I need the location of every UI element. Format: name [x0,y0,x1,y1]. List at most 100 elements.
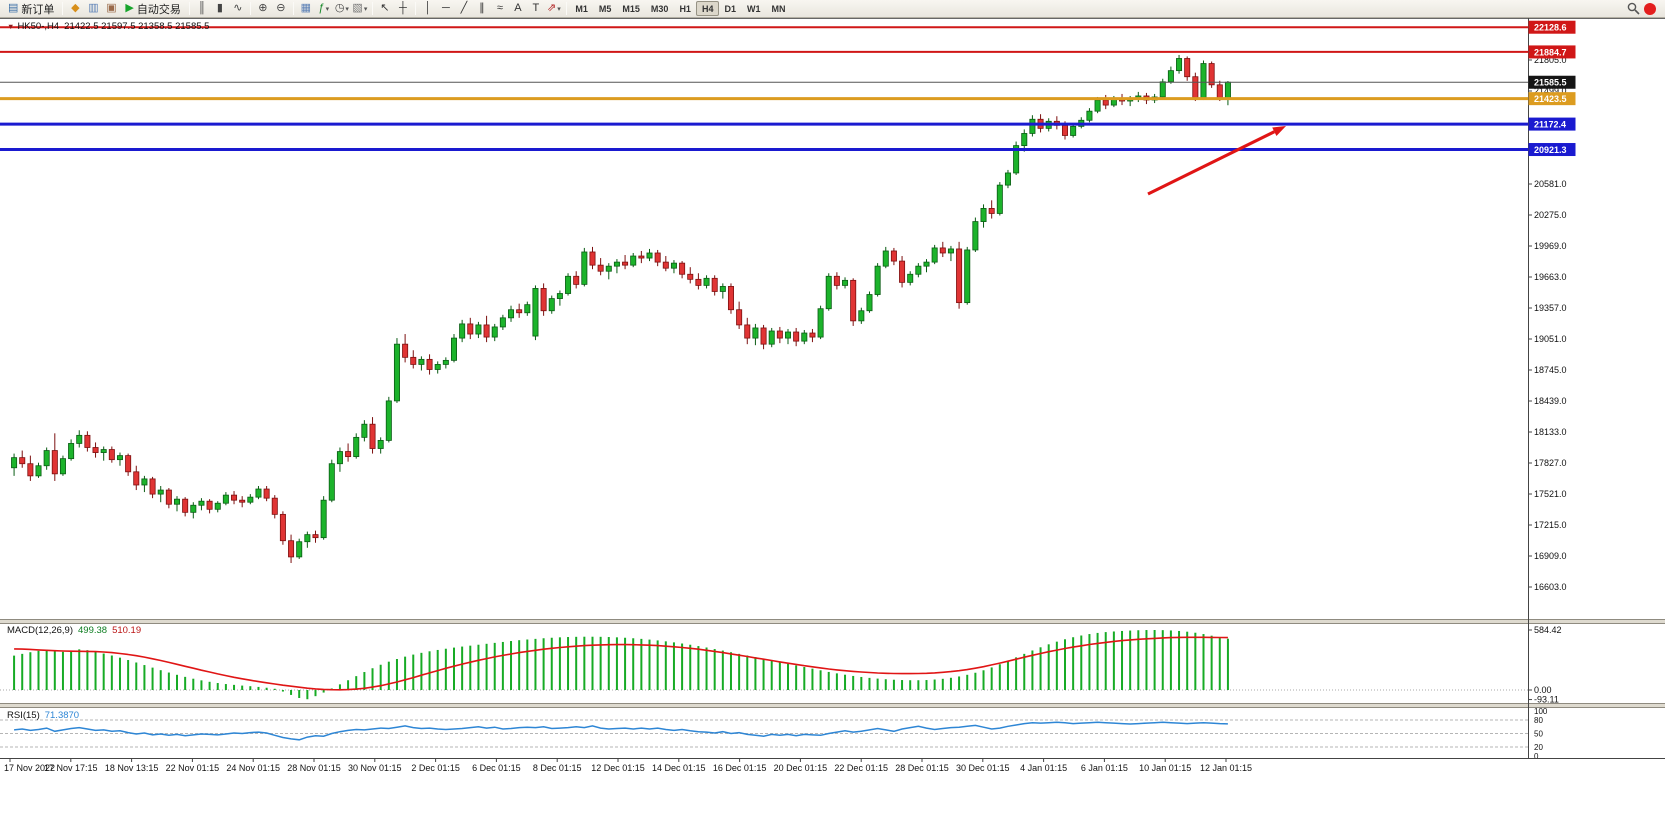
clock-icon: ◷ [334,2,345,14]
dropdown-arrow-icon: ▾ [325,5,330,13]
crosshair-icon: ┼ [398,2,407,14]
date-tick-label: 17 Nov 17:15 [44,763,98,773]
toolbar-separator [188,2,190,15]
price-label-text: 21423.5 [1534,94,1567,104]
rsi-scale-label: 20 [1534,743,1543,752]
timeframe-mn-button[interactable]: MN [766,1,791,16]
timeframe-h1-button[interactable]: H1 [674,1,697,16]
timeframe-h4-button[interactable]: H4 [696,1,719,16]
new-order-button[interactable]: ▤ 新订单 [3,1,59,17]
date-tick-label: 18 Nov 13:15 [105,763,159,773]
timeframe-m30-button[interactable]: M30 [645,1,674,16]
price-tick-label: 20581.0 [1534,179,1567,189]
price-tick-label: 20275.0 [1534,210,1567,220]
cursor-button[interactable]: ↖ [376,1,394,17]
date-tick-label: 8 Dec 01:15 [533,763,582,773]
templates-button[interactable]: ▧ ▾ [351,1,369,17]
rsi-scale-label: 0 [1534,752,1539,761]
date-tick-label: 28 Dec 01:15 [895,763,949,773]
date-tick-label: 28 Nov 01:15 [287,763,341,773]
toolbar-separator [62,2,64,15]
date-tick-label: 22 Dec 01:15 [834,763,888,773]
zoom-in-button[interactable]: ⊕ [254,1,272,17]
trend-arrow[interactable] [1147,126,1286,196]
price-tick-label: 21499.0 [1534,86,1567,96]
price-tick-label: 19969.0 [1534,241,1567,251]
rsi-scale-label: 80 [1534,716,1543,725]
periods-button[interactable]: ◷ ▾ [333,1,351,17]
dropdown-arrow-icon: ▾ [557,5,561,13]
trendline-button[interactable]: ╱ [455,1,473,17]
candlestick-chart-button[interactable]: ▮ [211,1,229,17]
templates-icon: ▧ [352,2,363,14]
equidistant-channel-icon: ∥ [479,2,485,14]
auto-trading-play-icon: ▶ [125,2,134,14]
auto-trading-button[interactable]: ▶ 自动交易 [120,1,185,17]
timeframe-m1-button[interactable]: M1 [570,1,594,16]
price-tick-label: 17215.0 [1534,520,1567,530]
chart-background [0,18,1665,827]
vertical-line-button[interactable]: │ [419,1,437,17]
timeframe-m5-button[interactable]: M5 [593,1,617,16]
text-button[interactable]: A [509,1,527,17]
chart-title: ▼ HK50-,H4 21422.5 21597.5 21358.5 21585.5 [7,21,209,32]
trendline-icon: ╱ [460,2,468,14]
vertical-line-icon: │ [424,2,432,14]
terminal-button[interactable]: ▣ [102,1,120,17]
price-tick-label: 16603.0 [1534,582,1567,592]
line-chart-icon: ∿ [233,2,243,14]
timeframe-m15-button[interactable]: M15 [617,1,646,16]
price-tick-label: 19663.0 [1534,272,1567,282]
timeframe-w1-button[interactable]: W1 [741,1,766,16]
date-tick-label: 30 Nov 01:15 [348,763,402,773]
date-tick-label: 12 Dec 01:15 [591,763,645,773]
new-order-icon: ▤ [8,2,19,14]
price-label-text: 21884.7 [1534,47,1567,57]
search-button[interactable] [1624,1,1642,17]
line-chart-button[interactable]: ∿ [229,1,247,17]
arrow-objects-icon: ⇗ [547,2,557,14]
horizontal-price-lines[interactable] [0,26,1528,152]
macd-scale-label: 584.42 [1534,625,1562,635]
price-label-box [1528,20,1576,34]
text-icon: A [514,2,522,14]
dropdown-arrow-icon: ▾ [345,5,349,13]
new-order-button-label: 新订单 [21,3,55,16]
symbol-period-label: HK50-,H4 [17,21,60,32]
fibonacci-button[interactable]: ≈ [491,1,509,17]
date-tick-label: 30 Dec 01:15 [956,763,1010,773]
price-label-text: 21585.5 [1534,78,1567,88]
zoom-out-icon: ⊖ [276,2,286,14]
price-label-boxes: 22128.6 21884.7 21585.5 21423.5 21172.4 20921… [1528,20,1576,157]
rsi-line [14,721,1228,741]
macd-signal-value: 510.19 [112,625,142,636]
search-icon [1627,2,1640,15]
price-label-text: 22128.6 [1534,23,1567,33]
horizontal-line-button[interactable]: ─ [437,1,455,17]
tile-windows-button[interactable]: ▦ [297,1,315,17]
date-tick-label: 6 Dec 01:15 [472,763,521,773]
toolbar-separator [371,2,373,15]
channel-button[interactable]: ∥ [473,1,491,17]
timeframe-d1-button[interactable]: D1 [719,1,742,16]
zoom-out-button[interactable]: ⊖ [272,1,290,17]
date-tick-label: 24 Nov 01:15 [226,763,280,773]
panel-divider[interactable] [0,703,1665,707]
indicators-button[interactable]: ƒ ▾ [315,1,333,17]
market-depth-button[interactable]: ◆ [66,1,84,17]
fibonacci-icon: ≈ [496,2,503,14]
dropdown-arrow-icon: ▾ [363,5,368,13]
crosshair-button[interactable]: ┼ [394,1,412,17]
label-button[interactable]: T [527,1,545,17]
arrows-button[interactable]: ⇗ ▾ [545,1,563,17]
macd-main-value: 499.38 [78,625,108,636]
ohlc-values: 21422.5 21597.5 21358.5 21585.5 [64,21,210,32]
panel-divider[interactable] [0,619,1665,623]
notification-icon[interactable] [1644,2,1656,15]
collapse-chart-icon[interactable]: ▼ [7,22,15,31]
bar-chart-button[interactable]: ║ [193,1,211,17]
tile-windows-icon: ▦ [300,2,312,14]
market-watch-button[interactable]: ▥ [84,1,102,17]
